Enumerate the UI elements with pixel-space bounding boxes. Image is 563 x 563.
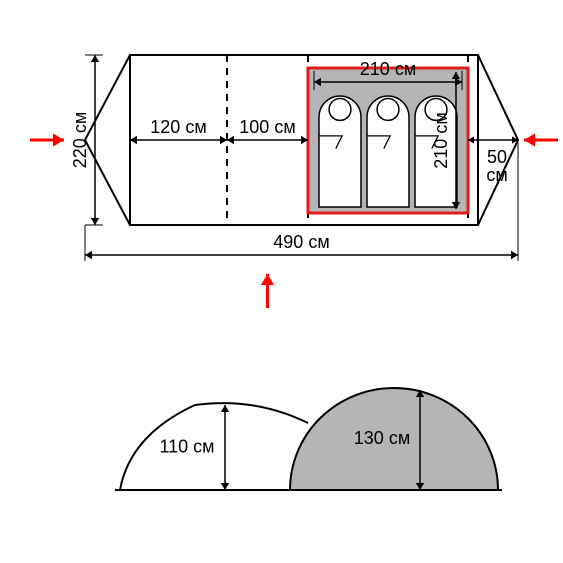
dim-50-label: 50см: [486, 147, 507, 185]
arrowhead: [524, 133, 535, 146]
dim-room-w-label: 210 см: [360, 59, 416, 79]
dim-490-label: 490 см: [273, 232, 329, 252]
arrowhead: [130, 136, 137, 144]
arrowhead: [221, 483, 229, 490]
dim-110-label: 110 см: [159, 436, 214, 456]
dim-220-label: 220 см: [70, 112, 90, 168]
arrowhead: [91, 218, 99, 225]
arrowhead: [220, 136, 227, 144]
arrowhead: [221, 405, 229, 412]
dim-room-h-label: 210 см: [431, 112, 451, 168]
dim-100-label: 100 см: [239, 117, 295, 137]
arrowhead: [261, 274, 274, 285]
arrowhead: [227, 136, 234, 144]
dim-130-label: 130 см: [354, 428, 410, 448]
sleeper-0: [319, 96, 361, 207]
arrowhead: [85, 251, 92, 259]
arrowhead: [91, 55, 99, 62]
arrowhead: [53, 133, 64, 146]
dim-120-label: 120 см: [150, 117, 206, 137]
sleeper-1: [367, 96, 409, 207]
arrowhead: [511, 251, 518, 259]
